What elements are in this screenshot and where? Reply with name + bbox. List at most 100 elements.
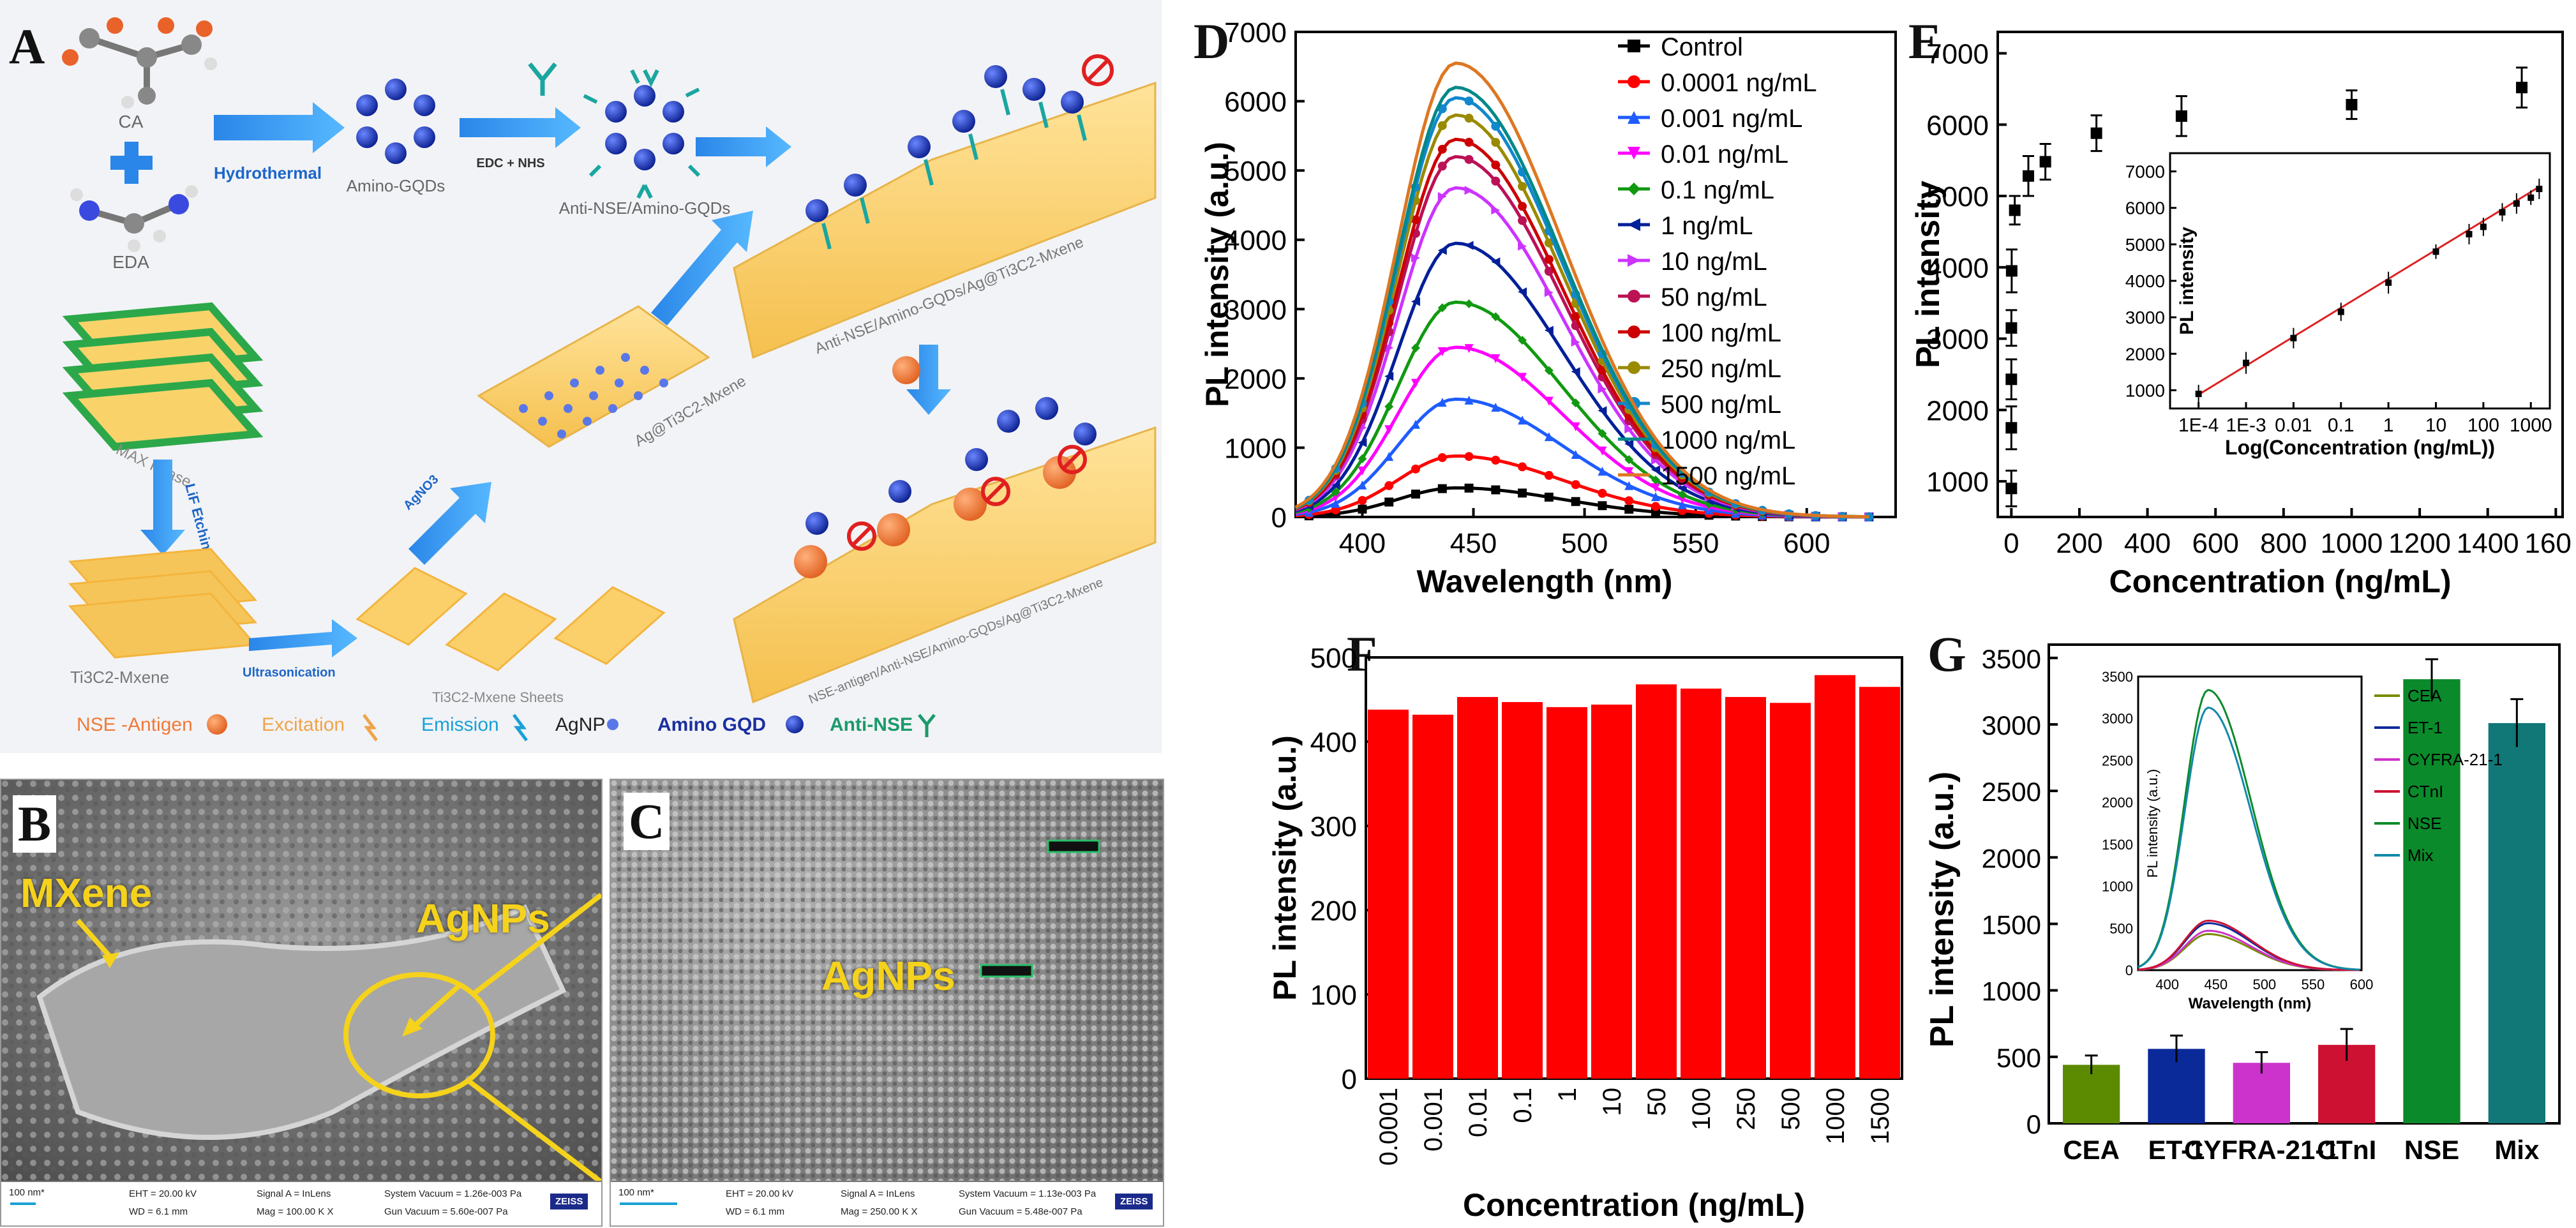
mxene-sheets-icon bbox=[356, 567, 666, 671]
chart-f-bar bbox=[1770, 703, 1811, 1079]
chart-g-ytick-label: 0 bbox=[2026, 1109, 2041, 1139]
chart-e-ylabel: PL intensity bbox=[1910, 181, 1947, 368]
arrow-to-bottom-plate-icon bbox=[906, 345, 951, 415]
chart-g-inset-ytick-label: 2000 bbox=[2102, 795, 2133, 811]
chart-g-ytick-label: 500 bbox=[1996, 1043, 2041, 1073]
chart-d-xtick-label: 550 bbox=[1672, 528, 1719, 559]
chart-d-point bbox=[1571, 338, 1580, 347]
chart-d-point bbox=[1544, 396, 1554, 406]
chart-d-legend-label: 500 ng/mL bbox=[1661, 391, 1781, 419]
chart-d-point bbox=[1411, 419, 1420, 429]
chart-f-bar bbox=[1815, 675, 1855, 1079]
chart-d-legend-marker bbox=[1628, 218, 1640, 231]
chart-d-point bbox=[1518, 336, 1527, 345]
chart-g-ytick-label: 2000 bbox=[1982, 843, 2041, 873]
chart-d-point bbox=[1437, 246, 1447, 255]
chart-f-xtick-label: 500 bbox=[1777, 1088, 1805, 1130]
chart-f-ytick-label: 200 bbox=[1310, 895, 1357, 927]
chart-d-point bbox=[1491, 121, 1501, 131]
chart-d-point bbox=[1677, 490, 1687, 499]
chart-d-point bbox=[1864, 512, 1874, 521]
chart-g-xtick-label: CEA bbox=[2063, 1135, 2120, 1165]
chart-g-inset-xtick-label: 500 bbox=[2252, 977, 2276, 992]
chart-e-inset-ytick-label: 5000 bbox=[2125, 235, 2165, 255]
chart-d-point bbox=[1571, 367, 1580, 377]
chart-d-legend-label: 50 ng/mL bbox=[1661, 283, 1767, 311]
panel-a-schematic: A CA bbox=[0, 0, 1162, 753]
chart-d-point bbox=[1464, 483, 1474, 493]
chart-d-point bbox=[1491, 402, 1501, 412]
antibody-icon bbox=[528, 62, 557, 96]
chart-d-point bbox=[1437, 398, 1447, 407]
chart-d-point bbox=[1384, 425, 1394, 435]
chart-e-inset-ytick-label: 4000 bbox=[2125, 271, 2165, 291]
chart-d-point bbox=[1571, 398, 1580, 408]
arrow-lif-icon bbox=[140, 460, 185, 555]
chart-g-ylabel: PL intensity (a.u.) bbox=[1924, 772, 1961, 1047]
chart-g-inset-ytick-label: 500 bbox=[2109, 920, 2133, 936]
chart-g-inset-legend-label: CTnI bbox=[2408, 782, 2443, 801]
chart-d-ytick-label: 7000 bbox=[1224, 19, 1287, 49]
chart-d-ylabel: PL intensity (a.u.) bbox=[1200, 142, 1235, 407]
chart-f-xtick-label: 0.1 bbox=[1509, 1088, 1537, 1123]
chart-g-ytick-label: 3500 bbox=[1982, 644, 2041, 674]
chart-d-point bbox=[1544, 492, 1554, 502]
hydrothermal-label: Hydrothermal bbox=[214, 163, 322, 183]
chart-d-point bbox=[1491, 206, 1501, 215]
chart-g-inset-ytick-label: 3000 bbox=[2102, 711, 2133, 727]
chart-f-ytick-label: 100 bbox=[1310, 980, 1357, 1011]
chart-d-point bbox=[1331, 498, 1340, 508]
chart-e-inset-xtick-label: 1000 bbox=[2510, 415, 2552, 436]
chart-g-ytick-label: 1500 bbox=[1982, 910, 2041, 940]
sem-b-scalebar bbox=[10, 1202, 36, 1205]
chart-g-xtick-label: Mix bbox=[2494, 1135, 2540, 1165]
chart-g-inset-ytick-label: 0 bbox=[2125, 962, 2133, 978]
chart-d-legend-label: 1 ng/mL bbox=[1661, 212, 1753, 240]
legend-emission-icon bbox=[513, 714, 528, 742]
chart-d-point bbox=[1518, 241, 1527, 251]
chart-d-point bbox=[1518, 373, 1527, 382]
chart-f-bar bbox=[1591, 704, 1632, 1079]
chart-d-point bbox=[1464, 344, 1474, 354]
chart-d-point bbox=[1491, 312, 1501, 322]
chart-e-inset-point bbox=[2466, 230, 2473, 237]
chart-d-point bbox=[1518, 462, 1527, 472]
chart-e-point bbox=[2346, 99, 2358, 110]
sem-c-texture bbox=[611, 780, 1163, 1182]
arrow-edc-icon bbox=[460, 107, 581, 148]
chart-f-xlabel: Concentration (ng/mL) bbox=[1463, 1187, 1805, 1223]
panel-letter-b: B bbox=[13, 795, 57, 853]
chart-f-bar bbox=[1636, 684, 1677, 1079]
chart-d-point bbox=[1624, 455, 1634, 465]
chart-f-xtick-label: 1 bbox=[1554, 1088, 1582, 1102]
chart-g-inset-legend-label: CEA bbox=[2408, 686, 2442, 705]
chart-g-inset-legend-label: NSE bbox=[2408, 814, 2441, 833]
legend-anti-nse: Anti-NSE bbox=[830, 714, 913, 735]
chart-d-ytick-label: 5000 bbox=[1224, 156, 1287, 187]
legend-amino-gqd: Amino GQD bbox=[657, 714, 766, 735]
chart-d-series-line bbox=[1294, 61, 1869, 519]
chart-e-inset-point bbox=[2290, 334, 2297, 341]
arrow-agno3-icon bbox=[408, 482, 491, 565]
bottom-composite-plate bbox=[733, 426, 1157, 704]
chart-f-frame bbox=[1365, 656, 1903, 1080]
max-phase-stack-icon bbox=[62, 302, 264, 451]
chart-d-legend-marker bbox=[1628, 361, 1640, 374]
chart-d-series-line bbox=[1295, 397, 1869, 519]
chart-f-bar bbox=[1546, 707, 1587, 1079]
chart-d-point bbox=[1598, 429, 1607, 438]
chart-e-point bbox=[2005, 422, 2018, 434]
sem-b-wd: WD = 6.1 mm bbox=[129, 1206, 188, 1217]
sem-c-signal: Signal A = InLens bbox=[841, 1188, 915, 1199]
chart-f-bar bbox=[1412, 714, 1453, 1079]
agnps-label-b: AgNPs bbox=[416, 895, 550, 941]
chart-e-inset-point bbox=[2243, 359, 2249, 366]
chart-d-point bbox=[1411, 253, 1420, 263]
chart-d-point bbox=[1411, 215, 1420, 225]
chart-d-point bbox=[1464, 395, 1474, 405]
chart-d-point bbox=[1437, 453, 1447, 462]
chart-d-point bbox=[1384, 481, 1394, 490]
chart-d-legend-marker bbox=[1628, 183, 1640, 195]
chart-f-xtick-label: 0.001 bbox=[1419, 1088, 1448, 1151]
chart-d-point bbox=[1624, 504, 1634, 514]
